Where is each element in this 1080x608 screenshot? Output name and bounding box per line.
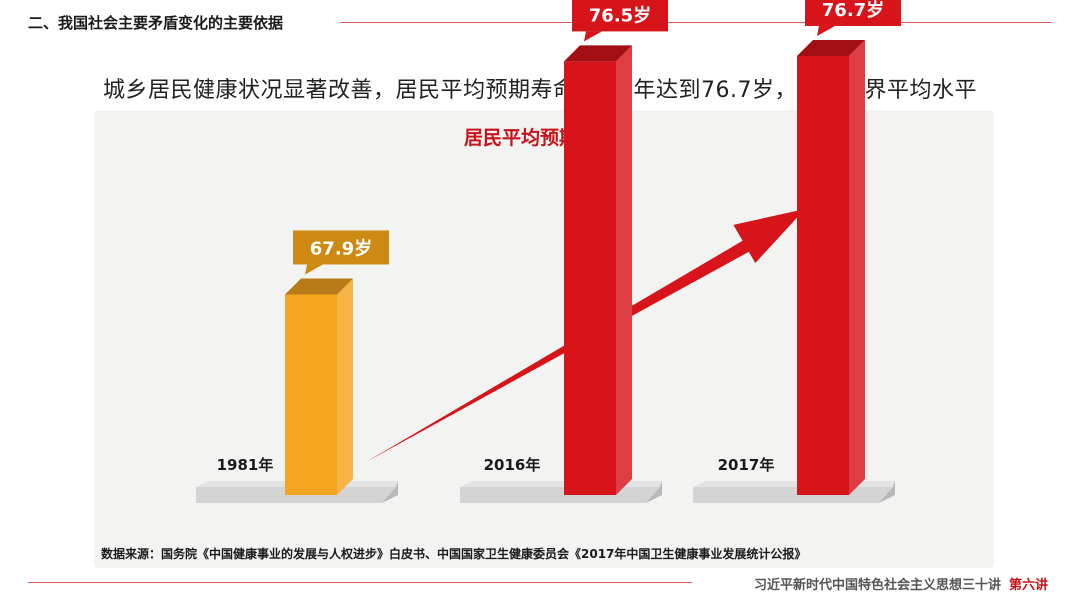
- series-name: 习近平新时代中国特色社会主义思想三十讲: [753, 578, 1001, 593]
- value-callout-2: 76.7岁: [805, 0, 901, 36]
- value-callout-0: 67.9岁: [293, 230, 389, 275]
- value-callout-1: 76.5岁: [572, 0, 668, 42]
- value-label-2: 76.7岁: [822, 0, 884, 21]
- bar-0: [285, 278, 353, 495]
- bar-1: [564, 45, 632, 496]
- top-divider: [340, 22, 1052, 23]
- bar-2: [797, 39, 865, 495]
- section-title: 二、我国社会主要矛盾变化的主要依据: [28, 14, 284, 32]
- lecture-number: 第六讲: [1008, 578, 1048, 593]
- bottom-divider: [28, 582, 692, 583]
- year-label-2: 2017年: [718, 456, 775, 474]
- year-label-1: 2016年: [484, 456, 541, 474]
- year-label-0: 1981年: [217, 456, 274, 474]
- bar-base-1: [460, 481, 662, 503]
- footer: 习近平新时代中国特色社会主义思想三十讲 第六讲: [754, 574, 1048, 593]
- bar-base-2: [693, 481, 895, 503]
- value-label-1: 76.5岁: [589, 4, 651, 26]
- value-label-0: 67.9岁: [310, 237, 372, 259]
- data-source-note: 数据来源：国务院《中国健康事业的发展与人权进步》白皮书、中国国家卫生健康委员会《…: [101, 547, 807, 561]
